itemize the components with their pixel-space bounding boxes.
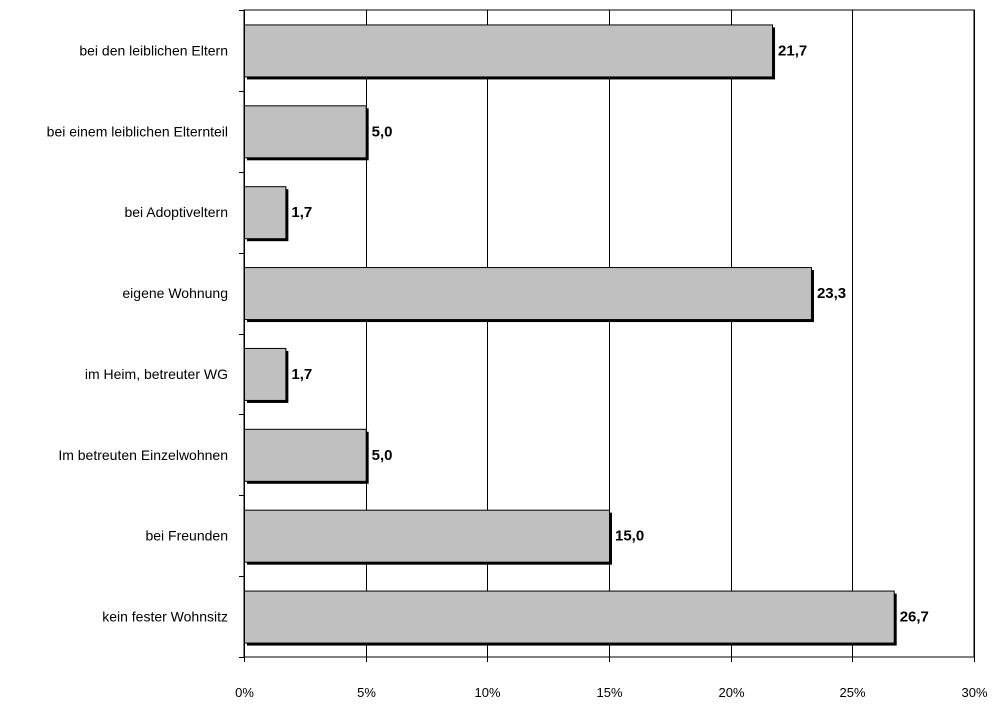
bar-3 xyxy=(244,186,287,240)
axis-layer: 0% 5% 10% 15% 20% 25% 30% xyxy=(235,10,988,700)
x-tick-label: 20% xyxy=(718,685,744,700)
data-label: 23,3 xyxy=(817,285,846,302)
bar-2 xyxy=(244,105,367,159)
category-label: eigene Wohnung xyxy=(122,285,228,301)
data-label: 1,7 xyxy=(291,204,312,221)
category-label: kein fester Wohnsitz xyxy=(102,609,228,625)
category-label: bei den leiblichen Eltern xyxy=(79,42,228,58)
data-label: 21,7 xyxy=(778,42,807,59)
bar-7 xyxy=(244,509,610,563)
bar-4 xyxy=(244,267,812,321)
data-label: 26,7 xyxy=(900,609,929,626)
bar-6 xyxy=(244,428,367,482)
bar-5 xyxy=(244,347,287,401)
x-tick-label: 5% xyxy=(357,685,376,700)
category-label: bei Freunden xyxy=(145,528,228,544)
category-label: im Heim, betreuter WG xyxy=(85,366,228,382)
data-label: 5,0 xyxy=(372,123,393,140)
data-label: 5,0 xyxy=(372,447,393,464)
x-tick-label: 0% xyxy=(235,685,254,700)
category-label: bei Adoptiveltern xyxy=(124,204,228,220)
x-tick-label: 25% xyxy=(839,685,865,700)
data-label: 1,7 xyxy=(291,366,312,383)
bars-layer xyxy=(244,24,897,646)
category-label: bei einem leiblichen Elternteil xyxy=(47,123,228,139)
labels-layer: bei den leiblichen Eltern 21,7 bei einem l… xyxy=(47,42,929,625)
x-tick-label: 10% xyxy=(474,685,500,700)
x-tick-label: 30% xyxy=(961,685,987,700)
x-tick-label: 15% xyxy=(596,685,622,700)
bar-1 xyxy=(244,24,774,78)
data-label: 15,0 xyxy=(615,528,644,545)
bar-8 xyxy=(244,590,895,644)
category-label: Im betreuten Einzelwohnen xyxy=(58,447,228,463)
